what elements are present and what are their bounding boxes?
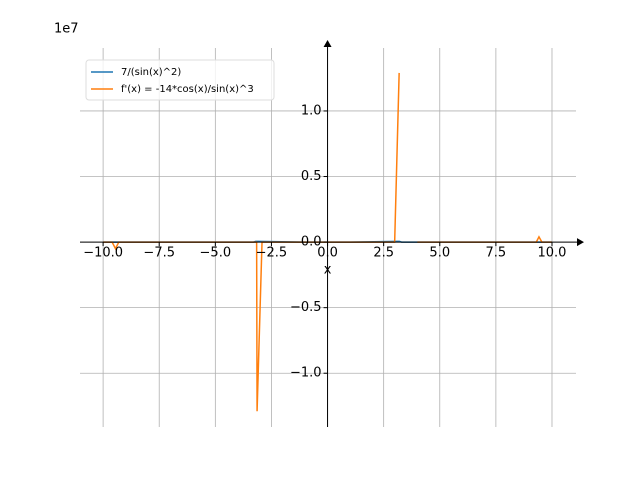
y-tick-label: −1.0 bbox=[290, 366, 322, 381]
x-tick-label: 10.0 bbox=[538, 246, 567, 261]
x-tick-label: 2.5 bbox=[373, 246, 394, 261]
x-tick-label: −7.5 bbox=[143, 246, 175, 261]
y-tick-label: 0.0 bbox=[301, 235, 322, 250]
x-tick-label: 0.0 bbox=[317, 246, 338, 261]
x-tick-label: 7.5 bbox=[486, 246, 507, 261]
y-tick-label: −0.5 bbox=[290, 300, 322, 315]
x-axis-arrow bbox=[577, 238, 584, 247]
y-tick-label: 1.0 bbox=[301, 103, 322, 118]
x-tick-label: −2.5 bbox=[256, 246, 288, 261]
x-tick-label: −5.0 bbox=[200, 246, 232, 261]
y-tick-label: 0.5 bbox=[301, 169, 322, 184]
x-axis-label: x bbox=[324, 263, 332, 278]
legend-label: f'(x) = -14*cos(x)/sin(x)^3 bbox=[121, 84, 254, 95]
offset-text: 1e7 bbox=[54, 22, 79, 37]
x-tick-label: −10.0 bbox=[83, 246, 123, 261]
legend-box bbox=[85, 59, 275, 101]
legend-label: 7/(sin(x)^2) bbox=[121, 67, 181, 78]
x-tick-label: 5.0 bbox=[429, 246, 450, 261]
y-axis-arrow bbox=[323, 40, 332, 47]
